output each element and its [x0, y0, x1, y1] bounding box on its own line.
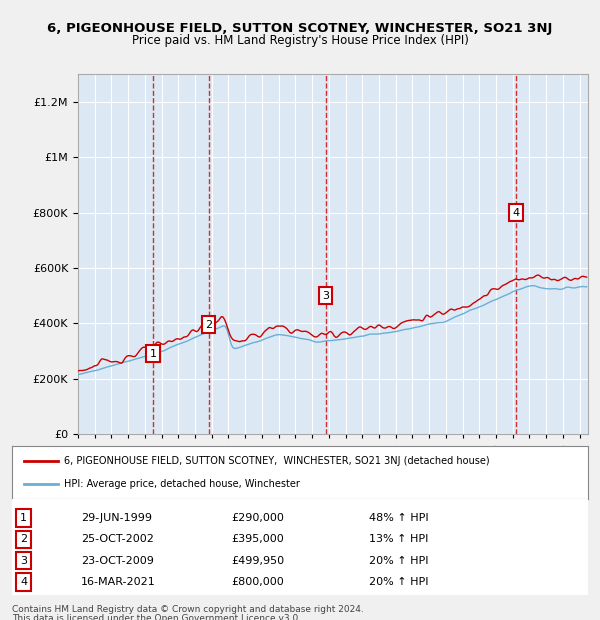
Text: 2: 2 — [20, 534, 27, 544]
Text: 2: 2 — [205, 320, 212, 330]
Text: This data is licensed under the Open Government Licence v3.0.: This data is licensed under the Open Gov… — [12, 614, 301, 620]
Text: 6, PIGEONHOUSE FIELD, SUTTON SCOTNEY,  WINCHESTER, SO21 3NJ (detached house): 6, PIGEONHOUSE FIELD, SUTTON SCOTNEY, WI… — [64, 456, 490, 466]
Text: 4: 4 — [513, 208, 520, 218]
Text: 25-OCT-2002: 25-OCT-2002 — [81, 534, 154, 544]
Text: HPI: Average price, detached house, Winchester: HPI: Average price, detached house, Winc… — [64, 479, 300, 489]
Text: 29-JUN-1999: 29-JUN-1999 — [81, 513, 152, 523]
Text: 3: 3 — [322, 291, 329, 301]
Text: Contains HM Land Registry data © Crown copyright and database right 2024.: Contains HM Land Registry data © Crown c… — [12, 604, 364, 614]
Text: 20% ↑ HPI: 20% ↑ HPI — [369, 556, 428, 565]
Text: 20% ↑ HPI: 20% ↑ HPI — [369, 577, 428, 587]
Text: 13% ↑ HPI: 13% ↑ HPI — [369, 534, 428, 544]
Text: 1: 1 — [149, 349, 157, 359]
Text: 48% ↑ HPI: 48% ↑ HPI — [369, 513, 429, 523]
Text: 23-OCT-2009: 23-OCT-2009 — [81, 556, 154, 565]
Text: £800,000: £800,000 — [231, 577, 284, 587]
Text: 4: 4 — [20, 577, 27, 587]
Text: £395,000: £395,000 — [231, 534, 284, 544]
Text: Price paid vs. HM Land Registry's House Price Index (HPI): Price paid vs. HM Land Registry's House … — [131, 34, 469, 47]
Text: 16-MAR-2021: 16-MAR-2021 — [81, 577, 156, 587]
Text: £290,000: £290,000 — [231, 513, 284, 523]
Text: £499,950: £499,950 — [231, 556, 284, 565]
Text: 1: 1 — [20, 513, 27, 523]
Text: 3: 3 — [20, 556, 27, 565]
Text: 6, PIGEONHOUSE FIELD, SUTTON SCOTNEY, WINCHESTER, SO21 3NJ: 6, PIGEONHOUSE FIELD, SUTTON SCOTNEY, WI… — [47, 22, 553, 35]
